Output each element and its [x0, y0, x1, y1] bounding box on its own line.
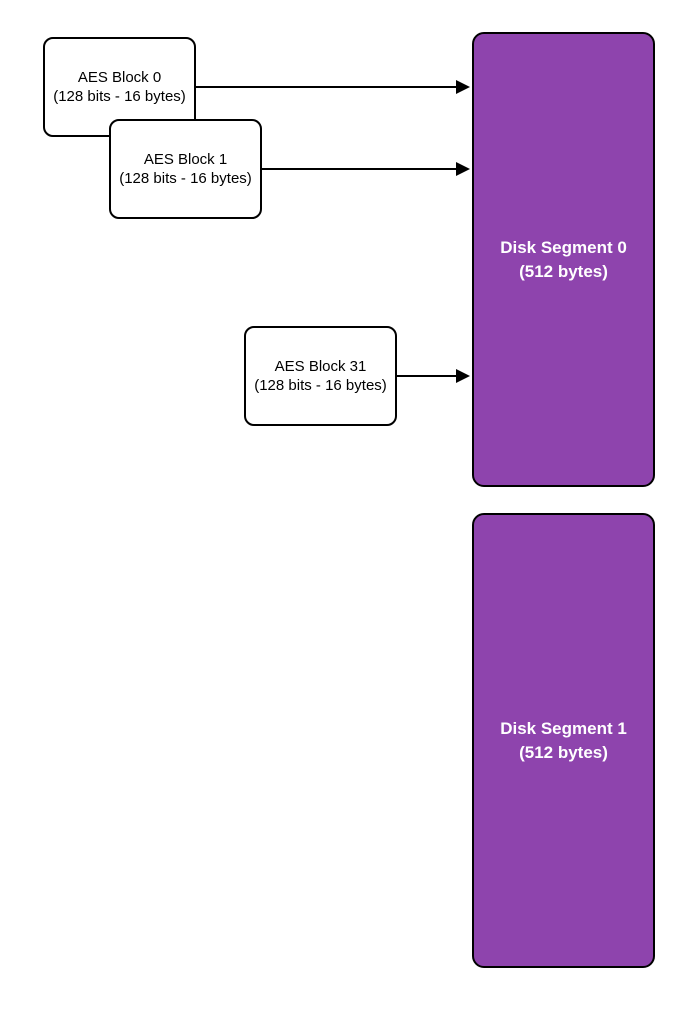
arrow-2-line	[397, 375, 458, 377]
disk-segment-1-subtitle: (512 bytes)	[519, 743, 608, 762]
aes-block-1-label: AES Block 1 (128 bits - 16 bytes)	[119, 150, 252, 189]
arrow-1-head-icon	[456, 162, 470, 176]
aes-block-1-title: AES Block 1	[144, 151, 227, 168]
disk-segment-0-label: Disk Segment 0 (512 bytes)	[500, 236, 627, 284]
arrow-0-head-icon	[456, 80, 470, 94]
aes-block-31-title: AES Block 31	[275, 358, 367, 375]
disk-segment-0: Disk Segment 0 (512 bytes)	[472, 32, 655, 487]
aes-block-1-subtitle: (128 bits - 16 bytes)	[119, 170, 252, 187]
arrow-2-head-icon	[456, 369, 470, 383]
aes-block-31: AES Block 31 (128 bits - 16 bytes)	[244, 326, 397, 426]
aes-block-31-subtitle: (128 bits - 16 bytes)	[254, 377, 387, 394]
aes-block-0-title: AES Block 0	[78, 69, 161, 86]
disk-segment-1: Disk Segment 1 (512 bytes)	[472, 513, 655, 968]
arrow-1-line	[262, 168, 458, 170]
aes-block-0-subtitle: (128 bits - 16 bytes)	[53, 88, 186, 105]
disk-segment-1-title: Disk Segment 1	[500, 719, 627, 738]
disk-segment-1-label: Disk Segment 1 (512 bytes)	[500, 717, 627, 765]
disk-segment-0-title: Disk Segment 0	[500, 238, 627, 257]
disk-segment-0-subtitle: (512 bytes)	[519, 262, 608, 281]
aes-block-31-label: AES Block 31 (128 bits - 16 bytes)	[254, 357, 387, 396]
arrow-0-line	[196, 86, 458, 88]
aes-block-1: AES Block 1 (128 bits - 16 bytes)	[109, 119, 262, 219]
aes-block-0-label: AES Block 0 (128 bits - 16 bytes)	[53, 68, 186, 107]
